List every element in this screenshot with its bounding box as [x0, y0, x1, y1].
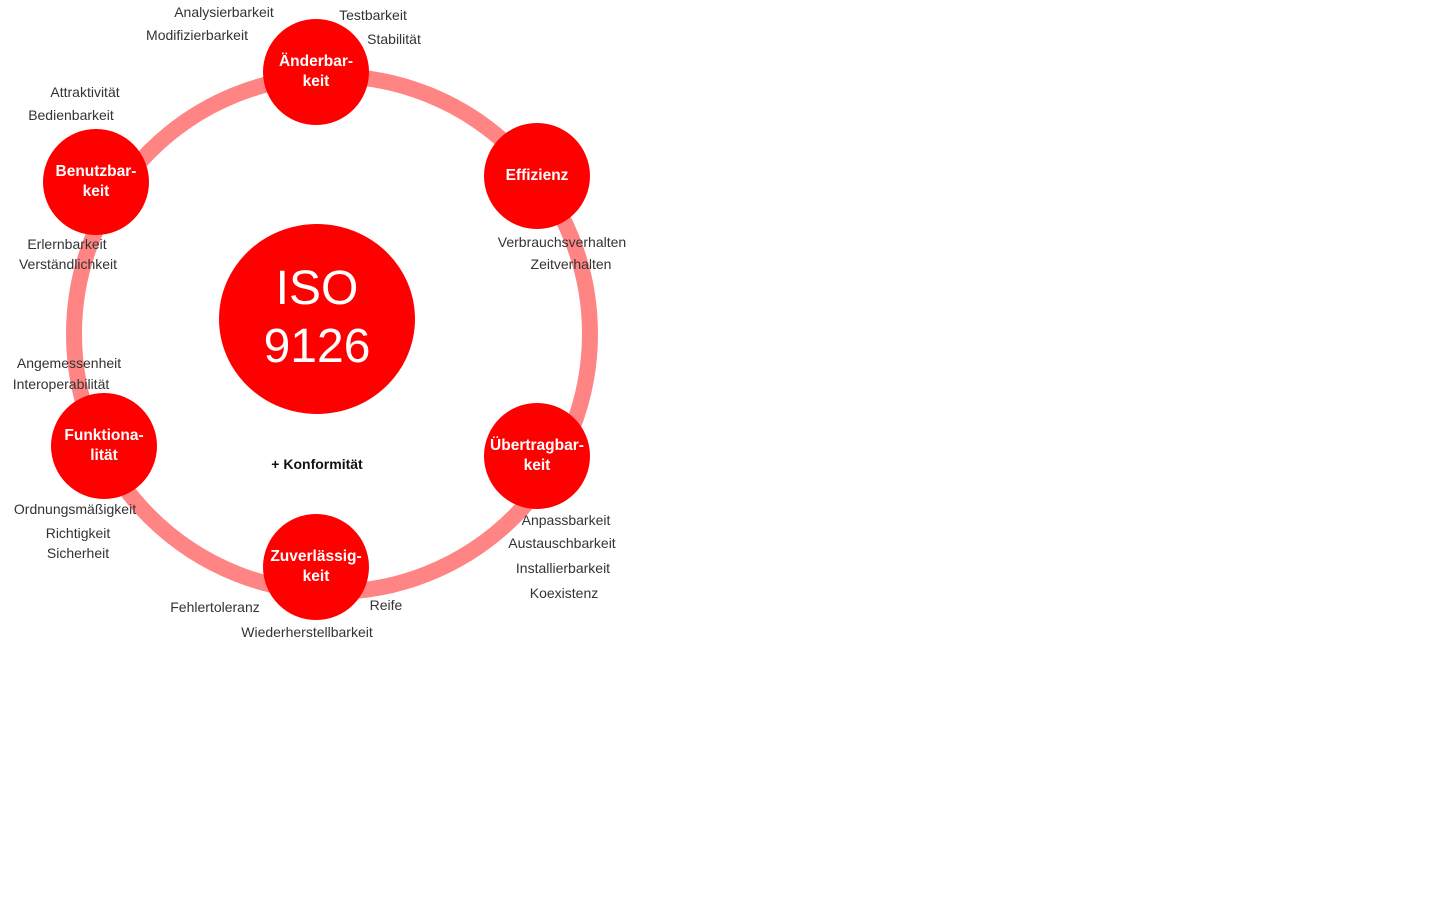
label-wiederherstellbarkeit: Wiederherstellbarkeit [241, 624, 373, 640]
label-austauschbarkeit: Austauschbarkeit [508, 535, 616, 551]
label-modifizierbarkeit: Modifizierbarkeit [146, 27, 248, 43]
label-zeitverhalten: Zeitverhalten [530, 256, 612, 272]
label-stabilitaet: Stabilität [367, 31, 421, 47]
label-ordnungsmaessigkeit: Ordnungsmäßigkeit [13, 501, 137, 517]
node-funktionalitaet: Funktiona- lität [51, 393, 157, 499]
label-installierbarkeit: Installierbarkeit [515, 560, 611, 576]
label-testbarkeit: Testbarkeit [339, 7, 407, 23]
node-uebertragbarkeit: Übertragbar- keit [484, 403, 590, 509]
label-bedienbarkeit: Bedienbarkeit [28, 107, 114, 123]
konformitaet-note: + Konformität [271, 456, 363, 472]
label-verbrauchsverhalten: Verbrauchsverhalten [497, 234, 627, 250]
label-erlernbarkeit: Erlernbarkeit [27, 236, 107, 252]
label-sicherheit: Sicherheit [46, 545, 110, 561]
label-richtigkeit: Richtigkeit [45, 525, 111, 541]
node-effizienz: Effizienz [484, 123, 590, 229]
label-koexistenz: Koexistenz [529, 585, 599, 601]
label-anpassbarkeit: Anpassbarkeit [521, 512, 611, 528]
label-reife: Reife [369, 597, 403, 613]
node-zuverlaessigkeit: Zuverlässig- keit [263, 514, 369, 620]
center-node-iso9126: ISO 9126 [219, 224, 415, 414]
node-benutzbarkeit: Benutzbar- keit [43, 129, 149, 235]
label-verstaendlichkeit: Verständlichkeit [18, 256, 118, 272]
label-fehlertoleranz: Fehlertoleranz [170, 599, 260, 615]
label-analysierbarkeit: Analysierbarkeit [174, 4, 274, 20]
label-angemessenheit: Angemessenheit [16, 355, 122, 371]
node-aenderbarkeit: Änderbar- keit [263, 19, 369, 125]
label-attraktivitaet: Attraktivität [50, 84, 120, 100]
label-interoperabilitaet: Interoperabilität [12, 376, 110, 392]
